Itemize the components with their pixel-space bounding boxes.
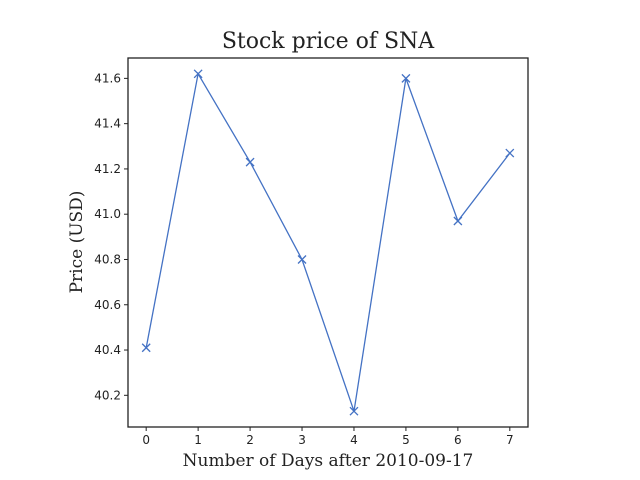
data-point-marker bbox=[141, 343, 151, 353]
x-axis-label: Number of Days after 2010-09-17 bbox=[183, 451, 474, 471]
x-tick-label: 2 bbox=[246, 433, 254, 447]
y-tick-label: 41.0 bbox=[94, 207, 121, 221]
y-tick-label: 40.8 bbox=[94, 252, 121, 266]
data-point-marker bbox=[453, 216, 463, 226]
data-point-marker bbox=[297, 255, 307, 264]
y-tick-label: 40.2 bbox=[94, 388, 121, 402]
price-series-line bbox=[145, 71, 511, 412]
y-tick-label: 41.4 bbox=[94, 117, 121, 131]
data-point-marker bbox=[401, 73, 411, 83]
data-point-marker bbox=[193, 69, 203, 79]
y-tick-label: 40.6 bbox=[94, 298, 121, 312]
x-tick-label: 0 bbox=[142, 433, 150, 447]
x-tick-label: 5 bbox=[402, 433, 410, 447]
price-series-markers bbox=[141, 69, 515, 416]
x-tick-label: 6 bbox=[454, 433, 462, 447]
x-tick-label: 7 bbox=[506, 433, 514, 447]
y-axis: 40.2 40.4 40.6 40.8 41.0 41.2 41.4 41.6 bbox=[94, 71, 128, 402]
data-point-marker bbox=[349, 406, 359, 416]
y-tick-label: 40.4 bbox=[94, 343, 121, 357]
y-tick-label: 41.6 bbox=[94, 71, 121, 85]
chart-title: Stock price of SNA bbox=[222, 29, 435, 54]
y-axis-label: Price (USD) bbox=[67, 191, 87, 294]
plot-frame bbox=[127, 57, 529, 428]
data-point-marker bbox=[245, 157, 255, 167]
x-tick-label: 4 bbox=[350, 433, 358, 447]
data-point-marker bbox=[505, 148, 515, 158]
x-axis: 0 1 2 3 4 5 6 7 bbox=[142, 427, 514, 447]
y-tick-label: 41.2 bbox=[94, 162, 121, 176]
x-tick-label: 3 bbox=[298, 433, 306, 447]
x-tick-label: 1 bbox=[194, 433, 202, 447]
